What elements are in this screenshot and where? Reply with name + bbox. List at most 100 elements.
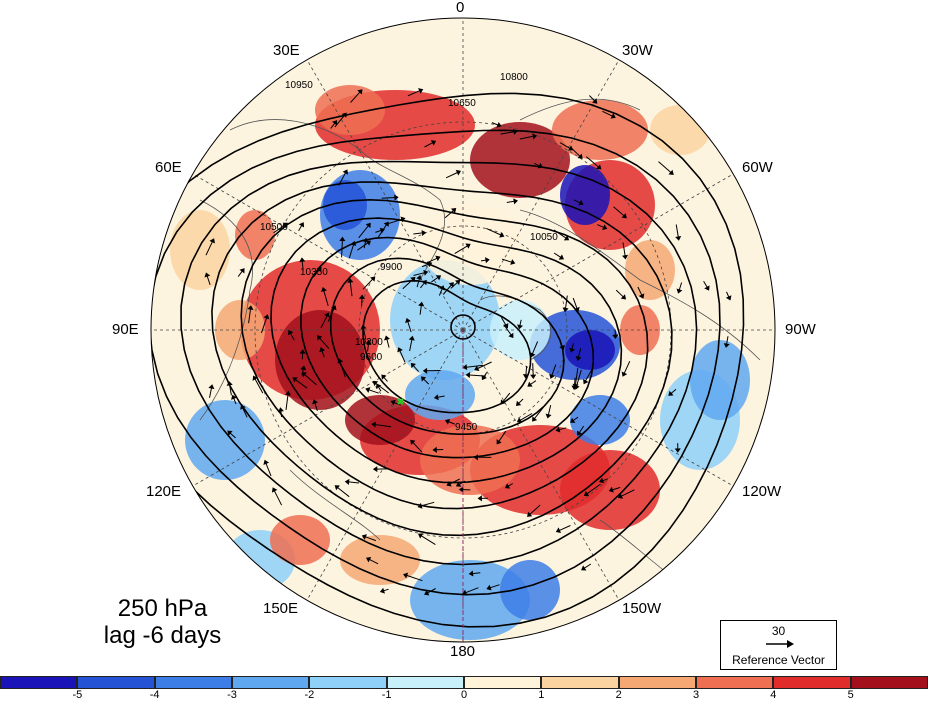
flux-vector [433,394,445,401]
flux-vector [312,399,319,412]
coastline-segment [229,119,446,281]
flux-vector [500,128,518,135]
flux-vector [273,222,288,234]
lon-label-60w: 60W [742,159,773,176]
coastline-segment [519,98,641,121]
flux-vector [617,489,635,499]
flux-vector [608,486,621,493]
colorbar-tick-label: 3 [692,689,700,701]
anomaly-patch [552,100,648,160]
flux-vector [575,348,582,361]
flux-vector [339,236,346,258]
flux-vector [381,194,399,201]
height-contour [240,198,649,510]
lon-label-120e: 120E [146,483,182,500]
flux-vector [491,121,502,128]
flux-vector [277,407,284,418]
reference-vector-box: 30 Reference Vector [720,620,837,670]
flux-vector [313,266,322,278]
flux-vector [350,89,363,103]
colorbar-swatch [850,676,928,689]
flux-vector [365,387,379,394]
colorbar-swatch [154,676,232,689]
lon-label-0: 0 [456,0,465,16]
coastline-segment [479,295,552,361]
colorbar-swatch [618,676,696,689]
flux-vector [408,335,415,352]
flux-vector [413,269,429,276]
colorbar-tick-label: -4 [149,689,160,701]
flux-vector [420,279,427,289]
colorbar-swatch [77,676,155,689]
flux-vector [390,399,401,406]
anomaly-patch [420,425,520,495]
contour-label: 10200 [355,337,383,348]
colorbar-tick-label: -1 [381,689,392,701]
coastline-segment [289,469,381,541]
flux-vector [555,525,571,533]
lon-label-90w: 90W [785,321,816,338]
height-contour [151,92,745,628]
flux-vector [473,454,492,461]
anomaly-patch [560,165,610,225]
flux-vector [612,330,619,340]
meridian-line [306,59,464,331]
colorbar-tick-label: 4 [770,689,777,701]
flux-vector [347,278,354,297]
flux-vector [570,147,583,159]
flux-vector [445,169,462,179]
flux-vector [501,258,516,265]
flux-vector [416,274,423,288]
flux-vector [572,368,579,389]
lon-label-180: 180 [450,643,476,660]
flux-vector [454,243,471,255]
height-contour [300,236,595,459]
flux-vector [417,501,435,509]
flux-vector [418,533,436,546]
flux-vector [500,392,511,405]
colorbar-swatch [695,676,774,689]
flux-vector [522,365,529,379]
flux-vector [338,169,349,186]
flux-vector [446,478,460,487]
lon-label-120w: 120W [742,483,782,500]
title-lag: lag -6 days [103,622,222,649]
flux-vector [424,588,436,596]
flux-vector [337,358,346,378]
flux-vector [516,413,533,423]
flux-vector [376,383,382,392]
lon-label-150w: 150W [622,600,662,617]
flux-vector [450,279,461,289]
colorbar-swatch [541,676,619,689]
flux-vector [602,110,616,119]
lon-label-60e: 60E [155,159,182,176]
flux-vector [413,229,427,237]
contour-label: 9900 [380,262,403,273]
lon-label-30w: 30W [622,42,653,59]
coastline-segment [199,199,253,421]
reference-vector-caption: Reference Vector [732,653,825,667]
flux-vector [527,380,537,387]
flux-vector [384,335,390,348]
flux-vector [581,563,592,571]
lon-label-150e: 150E [263,600,299,617]
flux-vector [421,261,433,268]
flux-vector [316,335,330,349]
flux-vector [358,294,365,307]
contour-label: 10350 [300,267,328,278]
flux-vector [676,282,683,294]
flux-vector [320,312,330,329]
flux-vector [562,295,569,313]
flux-vector [496,430,507,445]
flux-vector [577,425,585,436]
colorbar-tick-label: 5 [847,689,854,701]
flux-vector [362,237,369,249]
flux-vector [252,375,264,394]
flux-vector [675,224,682,241]
flux-vector [405,317,412,333]
flux-vector [553,252,565,260]
flux-vector [504,483,514,489]
flux-vector [613,206,627,219]
colorbar-tick-label: 2 [615,689,622,701]
flux-vector [360,324,367,340]
